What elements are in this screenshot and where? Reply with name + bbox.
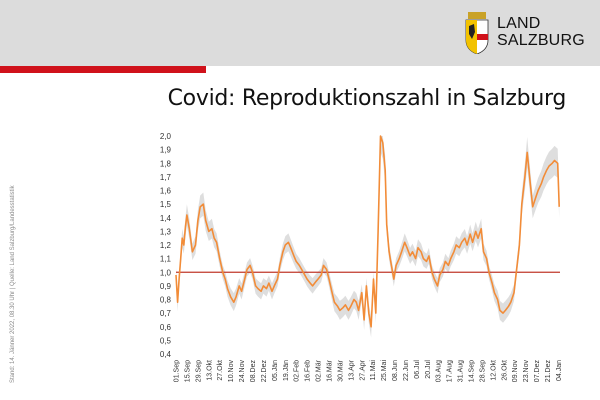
x-tick-label: 05.Jän [272, 360, 279, 381]
logo-line-1: LAND [497, 15, 541, 32]
x-tick-label: 23.Nov [523, 360, 530, 383]
x-tick-label: 13.Okt [206, 360, 213, 381]
confidence-band [176, 136, 560, 338]
x-tick-label: 29.Sep [195, 360, 202, 382]
x-tick-label: 08.Dez [250, 360, 257, 383]
y-tick-label: 2,0 [160, 132, 172, 141]
reproduction-number-chart: 2,0 1,9 1,8 1,7 1,6 1,5 1,4 1,3 1,2 1,1 1,0 0,9 0,8 0… [160, 132, 563, 383]
y-tick-label: 0,9 [160, 282, 172, 291]
x-tick-label: 27.Okt [217, 360, 224, 381]
y-tick-label: 1,5 [160, 200, 172, 209]
x-tick-label: 25.Mai [381, 360, 388, 381]
x-tick-label: 16.Mär [327, 359, 334, 381]
y-tick-label: 0,4 [160, 350, 172, 359]
x-tick-label: 02.Mär [316, 359, 323, 381]
x-tick-label: 07.Dez [534, 360, 541, 383]
brand-accent-bar [0, 66, 206, 73]
logo-wordmark: LAND SALZBURG [497, 15, 585, 49]
x-tick-label: 02.Feb [294, 360, 301, 382]
x-tick-label: 26.Okt [501, 360, 508, 381]
x-tick-label: 12.Okt [490, 360, 497, 381]
x-tick-label: 20.Jul [425, 360, 432, 379]
y-tick-label: 1,2 [160, 241, 172, 250]
x-tick-label: 17.Aug [447, 360, 454, 382]
y-tick-label: 0,5 [160, 336, 172, 345]
page-title: Covid: Reproduktionszahl in Salzburg [167, 86, 567, 111]
coat-of-arms-icon [465, 12, 489, 54]
y-tick-label: 1,6 [160, 187, 172, 196]
x-tick-label: 11.Mai [370, 360, 377, 381]
y-tick-label: 0,7 [160, 309, 172, 318]
y-tick-label: 1,4 [160, 214, 172, 223]
x-tick-label: 16.Feb [305, 360, 312, 382]
x-tick-label: 19.Jän [283, 360, 290, 381]
x-tick-label: 03.Aug [436, 360, 443, 382]
x-tick-label: 31.Aug [458, 360, 465, 382]
x-tick-label: 06.Jul [414, 360, 421, 379]
land-salzburg-logo[interactable]: LAND SALZBURG [463, 12, 593, 56]
x-tick-label: 15.Sep [184, 360, 191, 382]
x-tick-label: 14.Sep [469, 360, 476, 382]
x-tick-label: 30.Mär [337, 359, 344, 381]
x-tick-label: 13.Apr [348, 359, 355, 380]
x-tick-label: 22.Dez [261, 360, 268, 383]
y-tick-label: 1,7 [160, 173, 172, 182]
x-tick-label: 27.Apr [359, 359, 366, 380]
y-tick-label: 0,8 [160, 296, 172, 305]
x-tick-label: 09.Nov [512, 360, 519, 383]
y-tick-label: 1,8 [160, 159, 172, 168]
y-tick-label: 1,9 [160, 146, 172, 155]
source-note: Stand: 14. Jänner 2022, 08.30 Uhr | Quel… [10, 185, 16, 383]
y-tick-label: 1,3 [160, 227, 172, 236]
x-tick-label: 24.Nov [239, 360, 246, 383]
y-tick-label: 1,1 [160, 255, 172, 264]
x-tick-label: 08.Jun [392, 360, 399, 381]
logo-line-2: SALZBURG [497, 32, 585, 49]
y-tick-label: 0,6 [160, 323, 172, 332]
x-tick-label: 01.Sep [174, 360, 181, 382]
x-tick-label: 22.Jun [403, 360, 410, 381]
series-line-reproduction-number [175, 135, 560, 328]
header-bar [0, 0, 600, 66]
x-tick-label: 28.Sep [480, 360, 487, 382]
x-tick-label: 10.Nov [228, 360, 235, 383]
x-tick-label: 04.Jan [556, 360, 563, 381]
y-tick-label: 1,0 [160, 268, 172, 277]
x-tick-label: 21.Dez [545, 360, 552, 383]
